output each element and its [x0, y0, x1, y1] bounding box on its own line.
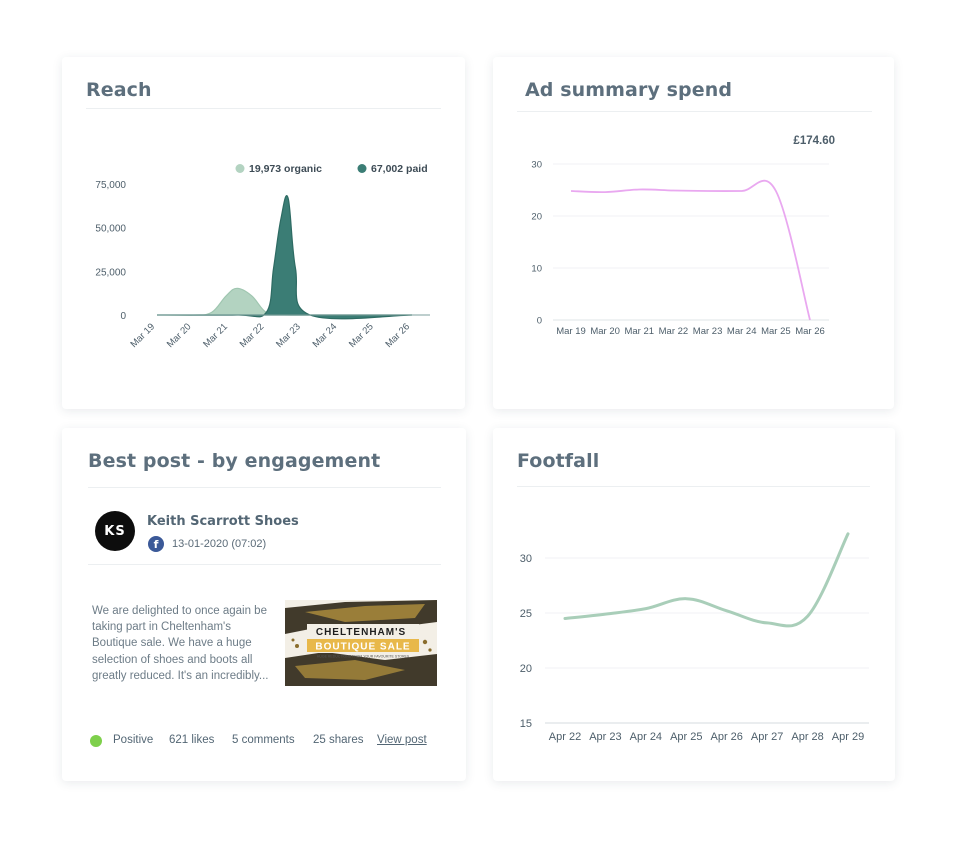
- reach-xtick-label: Mar 19: [128, 321, 157, 350]
- post-image[interactable]: CHELTENHAM'S BOUTIQUE SALE HUGE REDUCTIO…: [285, 600, 437, 686]
- footfall-title: Footfall: [517, 450, 600, 472]
- spend-xtick-label: Mar 24: [727, 326, 757, 337]
- ad-spend-title: Ad summary spend: [525, 79, 733, 101]
- reach-chart: 19,973 organic 67,002 paid 0 25,000 50,000…: [95, 163, 430, 350]
- author-avatar[interactable]: KS: [95, 511, 135, 551]
- footfall-xtick-label: Apr 25: [670, 731, 702, 743]
- comments-count: 5 comments: [232, 734, 295, 746]
- ad-spend-total: £174.60: [793, 135, 835, 147]
- reach-xtick-label: Mar 24: [311, 321, 340, 350]
- sentiment-label: Positive: [113, 734, 154, 746]
- reach-xtick-label: Mar 25: [347, 321, 376, 350]
- post-text: We are delighted to once again be taking…: [92, 605, 269, 682]
- spend-ytick-label: 10: [531, 264, 542, 275]
- legend-organic-label: 19,973 organic: [249, 163, 322, 175]
- legend-paid-swatch: [357, 164, 367, 173]
- post-image-line2: BOUTIQUE SALE: [315, 642, 410, 653]
- footfall-xtick-label: Apr 29: [832, 731, 864, 743]
- ad-spend-card: Ad summary spend £174.60 0 10 20 30 Mar 19 Ma…: [493, 57, 894, 409]
- footfall-ytick-label: 20: [520, 663, 532, 675]
- reach-ytick-label: 0: [120, 311, 126, 322]
- reach-title-divider: [86, 108, 441, 109]
- spend-ytick-label: 0: [537, 316, 542, 327]
- spend-ytick-label: 20: [531, 212, 542, 223]
- best-post-title: Best post - by engagement: [88, 450, 381, 472]
- best-post-card: Best post - by engagement KS Keith Scarr…: [62, 428, 466, 781]
- spend-series-line: [570, 179, 811, 321]
- spend-xtick-label: Mar 19: [556, 326, 586, 337]
- spend-xtick-label: Mar 20: [590, 326, 620, 337]
- ad-spend-title-divider: [517, 111, 872, 112]
- post-image-graphic: CHELTENHAM'S BOUTIQUE SALE HUGE REDUCTIO…: [285, 600, 437, 686]
- post-header-divider: [88, 564, 441, 565]
- footfall-xtick-label: Apr 27: [751, 731, 783, 743]
- best-post-title-divider: [88, 487, 441, 488]
- reach-xtick-label: Mar 21: [201, 321, 230, 350]
- footfall-series-line: [563, 532, 850, 628]
- reach-ytick-label: 25,000: [95, 267, 126, 278]
- legend-organic-swatch: [235, 164, 245, 173]
- reach-title: Reach: [86, 79, 152, 101]
- footfall-xtick-label: Apr 24: [630, 731, 662, 743]
- footfall-xtick-label: Apr 28: [791, 731, 823, 743]
- footfall-ytick-label: 15: [520, 718, 532, 730]
- spend-xtick-label: Mar 25: [761, 326, 791, 337]
- spend-xtick-label: Mar 23: [693, 326, 723, 337]
- post-date: 13-01-2020 (07:02): [172, 538, 267, 550]
- footfall-xtick-label: Apr 22: [549, 731, 581, 743]
- sentiment-dot: [90, 735, 102, 747]
- spend-xtick-label: Mar 21: [624, 326, 654, 337]
- post-image-line1: CHELTENHAM'S: [316, 627, 406, 638]
- shares-count: 25 shares: [313, 734, 364, 746]
- footfall-xtick-label: Apr 23: [589, 731, 621, 743]
- reach-ytick-label: 50,000: [95, 224, 126, 235]
- spend-ytick-label: 30: [531, 160, 542, 171]
- post-image-line3: HUGE REDUCTIONS FROM YOUR FAVOURITE STOR…: [317, 655, 410, 659]
- reach-ytick-label: 75,000: [95, 180, 126, 191]
- likes-count: 621 likes: [169, 734, 215, 746]
- footfall-chart: 15 20 25 30 Apr 22 Apr 23 Apr 24 Apr 25 Apr 26 Ap…: [520, 532, 869, 743]
- legend-paid-label: 67,002 paid: [371, 163, 428, 175]
- reach-xtick-label: Mar 20: [165, 321, 194, 350]
- reach-legend: 19,973 organic 67,002 paid: [235, 163, 428, 175]
- footfall-card: Footfall 15 20 25 30 Apr 22 Apr 23 Apr 24 Apr 2…: [493, 428, 895, 781]
- ad-spend-chart: £174.60 0 10 20 30 Mar 19 Mar 20 Mar 21 Mar 22 M…: [531, 135, 835, 337]
- reach-xtick-label: Mar 26: [383, 321, 412, 350]
- footfall-ytick-label: 25: [520, 608, 532, 620]
- author-name[interactable]: Keith Scarrott Shoes: [147, 514, 299, 529]
- spend-xtick-label: Mar 26: [795, 326, 825, 337]
- spend-xtick-label: Mar 22: [659, 326, 689, 337]
- reach-xtick-label: Mar 23: [274, 321, 303, 350]
- reach-card: Reach 19,973 organic 67,002 paid 0 25,000…: [62, 57, 465, 409]
- footfall-ytick-label: 30: [520, 553, 532, 565]
- reach-xtick-label: Mar 22: [238, 321, 267, 350]
- view-post-link[interactable]: View post: [377, 734, 427, 746]
- facebook-icon: f: [148, 536, 164, 552]
- footfall-title-divider: [517, 486, 870, 487]
- reach-paid-area: [156, 195, 413, 320]
- footfall-xtick-label: Apr 26: [711, 731, 743, 743]
